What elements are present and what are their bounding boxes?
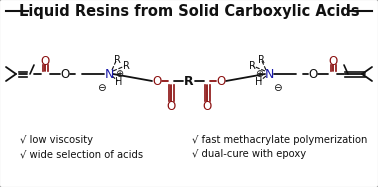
Text: O: O xyxy=(308,68,318,80)
Text: √ fast methacrylate polymerization: √ fast methacrylate polymerization xyxy=(192,135,367,145)
Text: √ wide selection of acids: √ wide selection of acids xyxy=(20,149,143,159)
Text: √ dual-cure with epoxy: √ dual-cure with epoxy xyxy=(192,149,306,159)
Text: ⊖: ⊖ xyxy=(97,83,105,93)
Text: N: N xyxy=(104,68,114,80)
Text: O: O xyxy=(216,74,226,88)
Text: O: O xyxy=(60,68,70,80)
Text: O: O xyxy=(328,54,338,68)
Text: R: R xyxy=(257,55,265,65)
Text: R: R xyxy=(249,61,256,71)
Text: O: O xyxy=(40,54,50,68)
Text: ⊕: ⊕ xyxy=(115,69,123,79)
Text: ⊕: ⊕ xyxy=(255,69,263,79)
Text: Liquid Resins from Solid Carboxylic Acids: Liquid Resins from Solid Carboxylic Acid… xyxy=(19,4,359,19)
Text: R: R xyxy=(122,61,129,71)
Text: H: H xyxy=(115,77,123,87)
Text: N: N xyxy=(264,68,274,80)
Text: O: O xyxy=(152,74,162,88)
Text: O: O xyxy=(202,99,212,113)
Text: √ low viscosity: √ low viscosity xyxy=(20,135,93,145)
Text: R: R xyxy=(184,74,194,88)
Text: H: H xyxy=(255,77,263,87)
Text: O: O xyxy=(166,99,176,113)
Text: ⊖: ⊖ xyxy=(273,83,281,93)
Text: R: R xyxy=(113,55,121,65)
